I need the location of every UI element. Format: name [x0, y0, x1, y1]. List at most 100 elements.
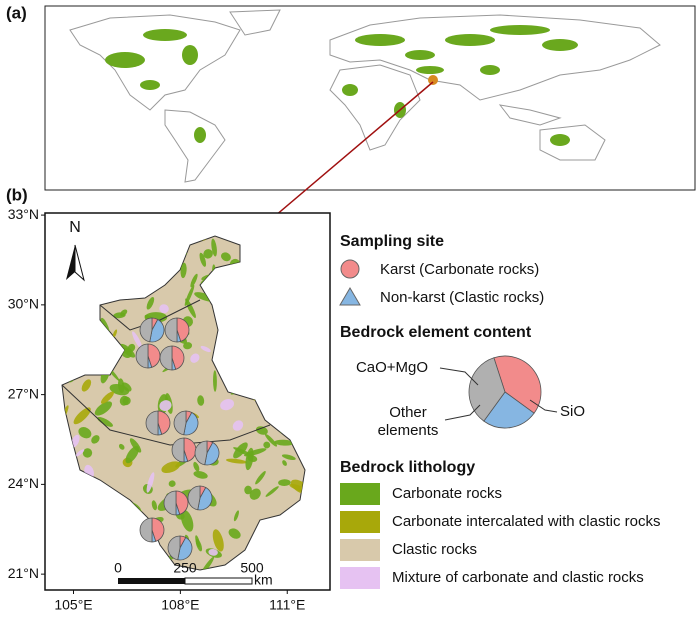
- lithology-patch: [75, 449, 85, 457]
- pie-slice: [139, 317, 153, 343]
- lithology-patch: [81, 379, 92, 392]
- pie-slice: [135, 343, 149, 369]
- lithology-patch: [183, 342, 193, 350]
- legend-title: Bedrock lithology: [340, 459, 475, 476]
- element-label: SiO: [560, 403, 585, 420]
- lithology-patch: [146, 472, 155, 493]
- pie-slice: [157, 410, 171, 435]
- x-tick-label: 105°E: [54, 597, 92, 613]
- pie-slice: [173, 410, 187, 436]
- y-tick-label: 33°N: [8, 206, 39, 222]
- lithology-patch: [91, 435, 100, 444]
- lithology-patch: [278, 479, 291, 487]
- pie-slice: [139, 517, 153, 543]
- legend-label: Mixture of carbonate and clastic rocks: [392, 569, 644, 586]
- x-tick-label: 111°E: [269, 597, 305, 613]
- pie-slice: [194, 440, 208, 466]
- lithology-patch: [211, 238, 217, 257]
- panel-label: (b): [6, 185, 28, 204]
- lithology-patch: [233, 510, 239, 522]
- lithology-patch: [97, 417, 113, 427]
- lithology-patch: [208, 548, 218, 556]
- lithology-patch: [180, 509, 194, 532]
- lithology-patch: [282, 460, 287, 466]
- lithology-patch: [249, 488, 261, 500]
- lithology-patch: [73, 407, 91, 425]
- pie-slice: [204, 441, 220, 466]
- scale-unit: km: [254, 572, 273, 588]
- lithology-patch: [121, 382, 132, 392]
- lithology-patch: [82, 448, 93, 458]
- scale-bar: [118, 577, 253, 585]
- legend-title: Bedrock element content: [340, 324, 532, 341]
- leader: [529, 399, 558, 413]
- scale-label: 250: [173, 560, 197, 576]
- pie-slice: [151, 517, 165, 542]
- lithology-patch: [71, 434, 80, 448]
- north-arrow: [66, 244, 85, 282]
- lithology-patch: [190, 273, 198, 288]
- lithology-patch: [221, 252, 231, 262]
- lithology-patch: [233, 442, 248, 459]
- lithology-patch: [132, 331, 143, 349]
- pie-slice: [149, 318, 165, 343]
- element-label: Other: [389, 404, 427, 421]
- lithology-patch: [180, 262, 187, 279]
- legend-swatch: [340, 483, 380, 505]
- scale-label: 0: [114, 560, 122, 576]
- pie-slice: [171, 437, 185, 463]
- leader: [439, 367, 479, 386]
- lithology-patch: [112, 329, 118, 338]
- lithology-patch: [203, 249, 213, 259]
- lithology-patch: [199, 252, 207, 267]
- pie-slice: [197, 486, 213, 511]
- lithology-patch: [184, 284, 195, 307]
- legend-label: Non-karst (Clastic rocks): [380, 289, 544, 306]
- pie-slice: [145, 410, 159, 436]
- y-tick-label: 30°N: [8, 296, 39, 312]
- pie-slice: [164, 317, 178, 343]
- pie-slice: [183, 411, 199, 436]
- lithology-patch: [127, 343, 136, 352]
- lithology-patch: [151, 500, 158, 511]
- legend-label: Carbonate rocks: [392, 485, 502, 502]
- leader: [444, 404, 481, 421]
- legend-swatch: [340, 567, 380, 589]
- nonkarst-symbol: [339, 287, 361, 306]
- pie-slice: [177, 536, 193, 561]
- lithology-patch: [78, 427, 92, 439]
- element-label: elements: [378, 422, 439, 439]
- x-tick-label: 108°E: [161, 597, 199, 613]
- lithology-patch: [125, 446, 139, 464]
- lithology-patch: [161, 461, 181, 474]
- province-border: [61, 384, 271, 446]
- lithology-patch: [200, 345, 211, 353]
- lithology-patch: [185, 298, 196, 318]
- lithology-patch: [159, 400, 172, 411]
- karst-symbol: [340, 259, 360, 279]
- pie-slice: [147, 343, 161, 368]
- lithology-patch: [274, 439, 294, 446]
- lithology-patch: [94, 401, 113, 416]
- pie-slice: [468, 357, 506, 422]
- lithology-patch: [264, 433, 278, 447]
- lithology-patch: [113, 312, 126, 319]
- lithology-patch: [146, 297, 155, 310]
- legend-label: Carbonate intercalated with clastic rock…: [392, 513, 660, 530]
- lithology-patch: [212, 529, 224, 552]
- y-tick-label: 27°N: [8, 385, 39, 401]
- lithology-patch: [119, 395, 129, 406]
- legend-swatch: [340, 539, 380, 561]
- legend-title: Sampling site: [340, 233, 444, 250]
- lithology-patch: [118, 443, 125, 450]
- lithology-patch: [226, 458, 247, 464]
- lithology-patch: [220, 398, 235, 411]
- lithology-patch: [244, 485, 252, 495]
- pie-slice: [176, 317, 190, 342]
- pie-slice: [483, 391, 535, 429]
- y-tick-label: 24°N: [8, 475, 39, 491]
- scale-label: 500: [240, 560, 264, 576]
- legend-label: Karst (Carbonate rocks): [380, 261, 539, 278]
- lithology-patch: [213, 370, 217, 392]
